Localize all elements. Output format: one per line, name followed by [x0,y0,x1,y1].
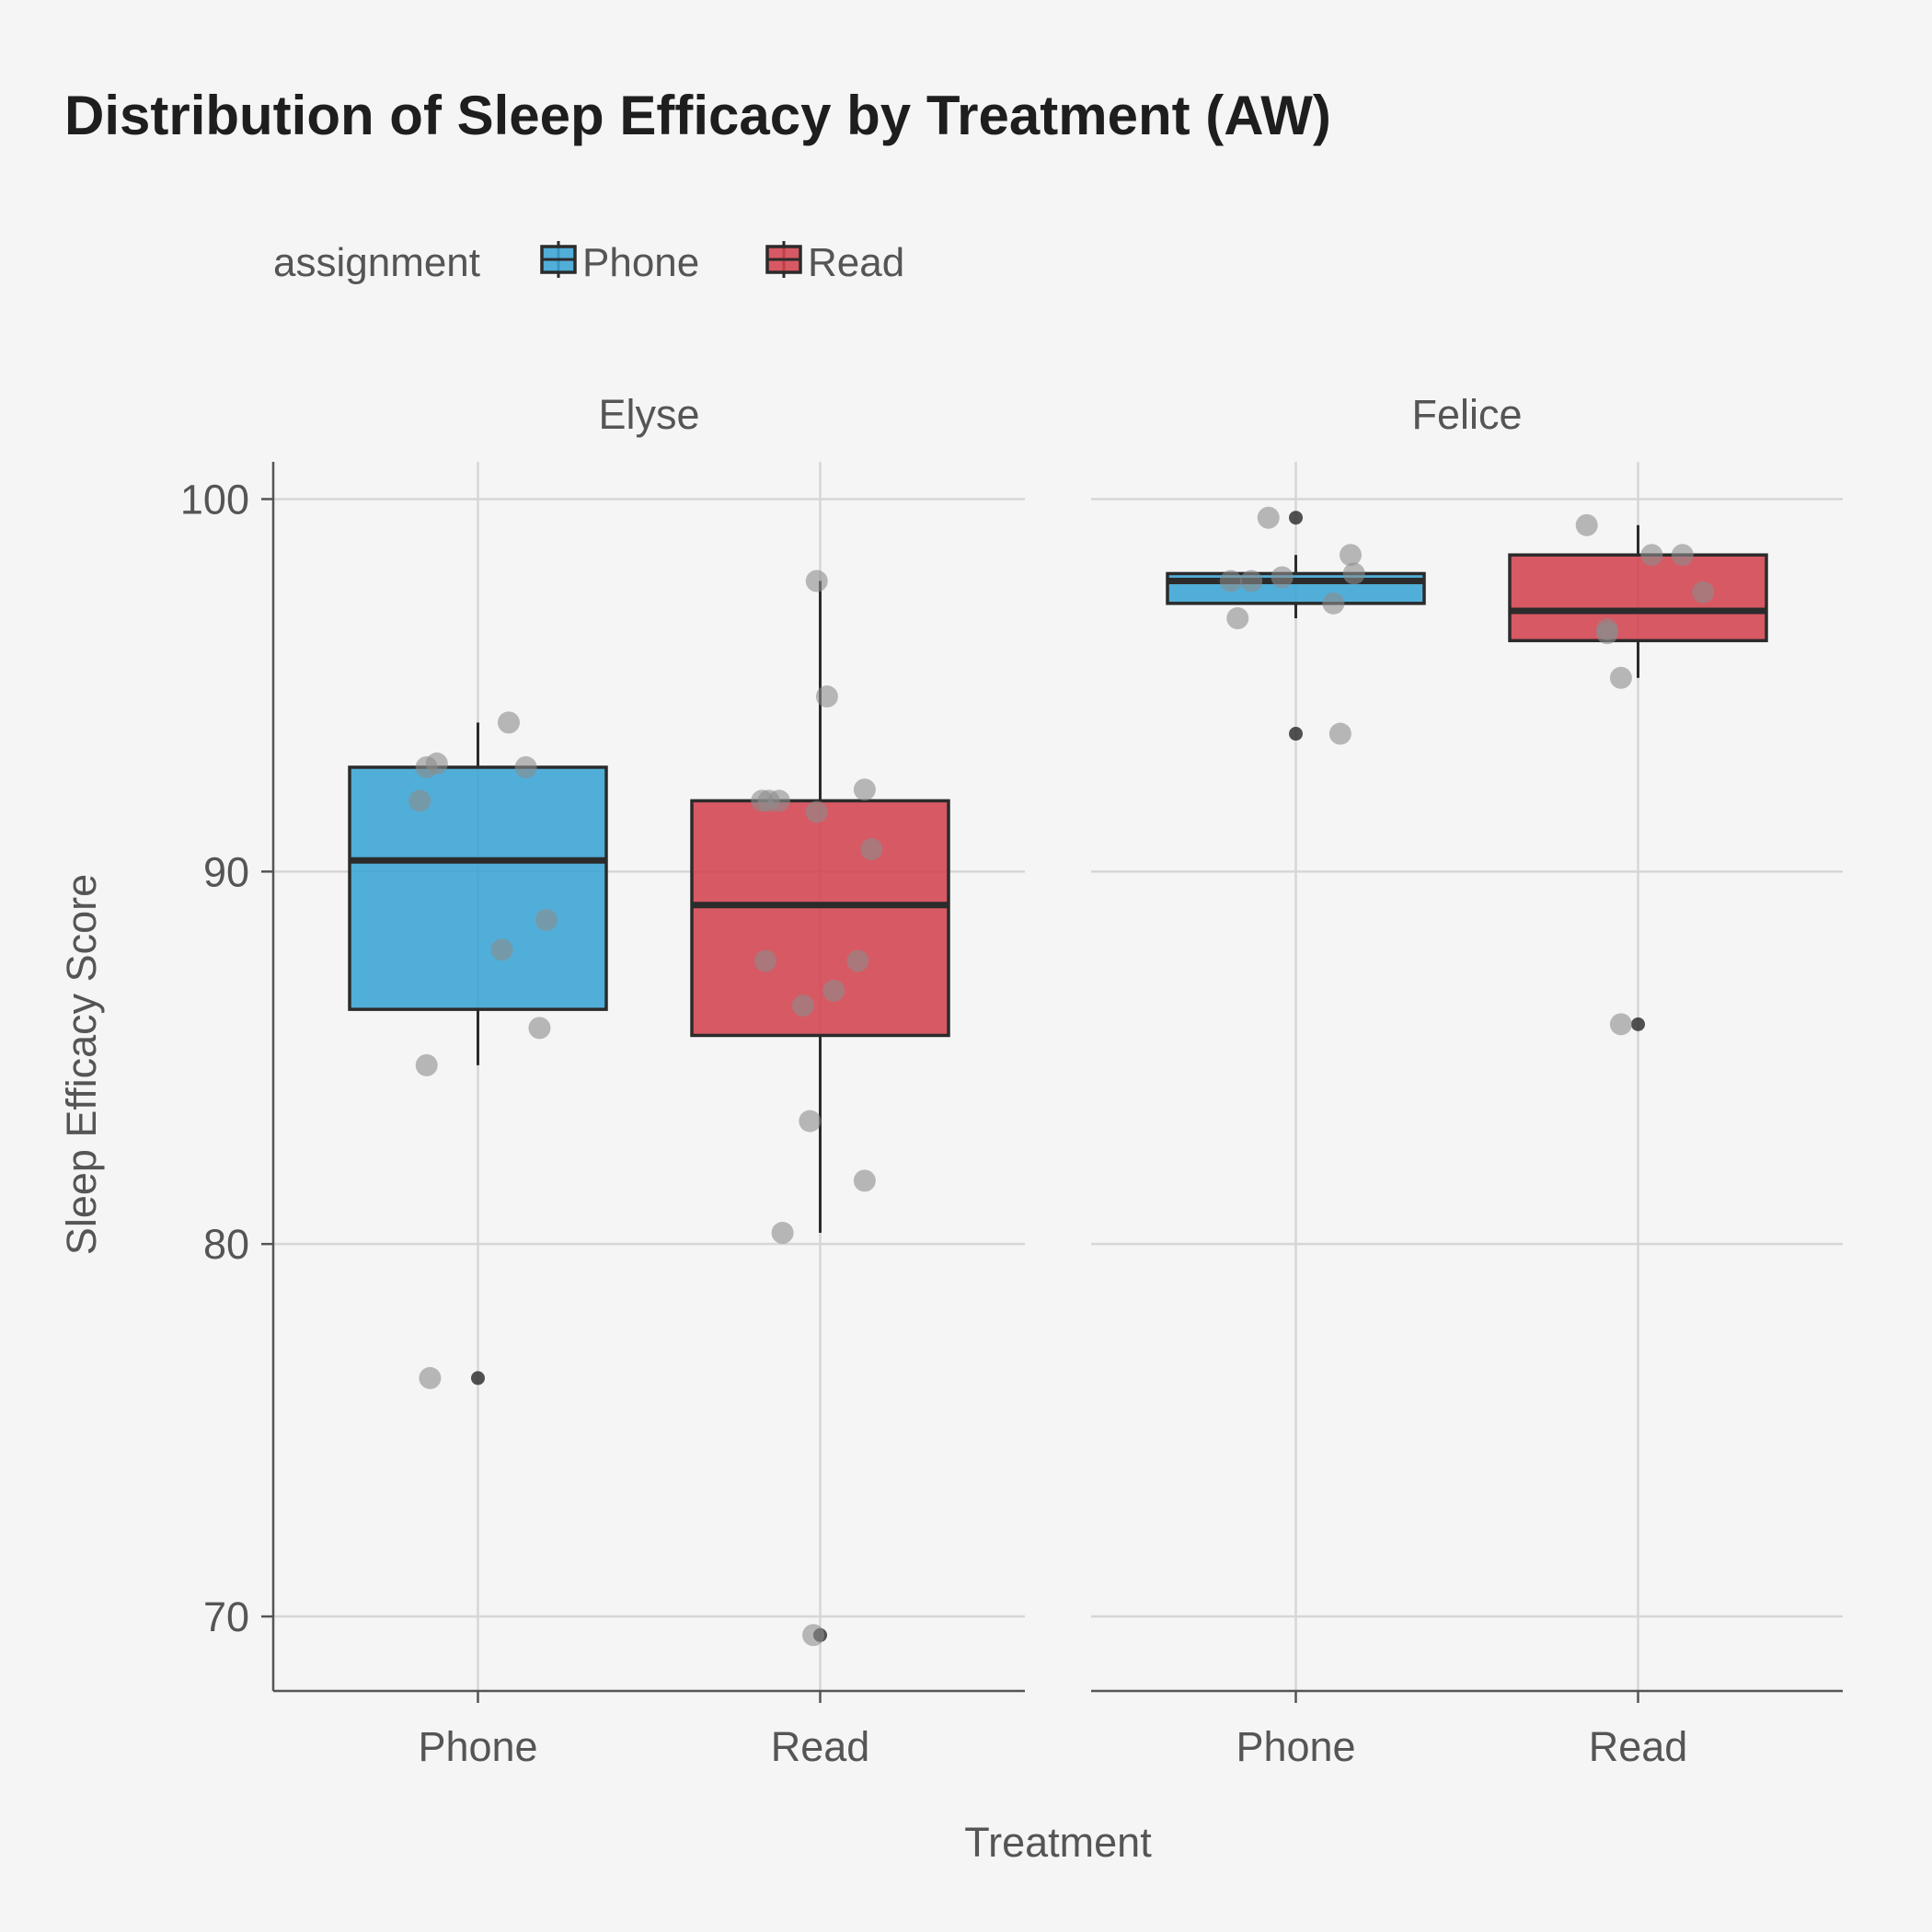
data-point [860,838,883,861]
data-point [514,755,537,778]
data-point [767,789,790,812]
y-tick-label: 80 [203,1221,249,1268]
data-point [1640,544,1663,567]
data-point [1322,592,1345,615]
y-tick-label: 70 [203,1593,249,1640]
data-point [791,995,814,1018]
data-point [1671,544,1694,567]
data-point [805,569,828,592]
legend-entry-read: Read [765,240,904,285]
outlier-point [1631,1017,1645,1031]
box-iqr [1508,553,1768,643]
data-point [419,1366,442,1389]
panel-felice: Felice Phone Read [1091,391,1843,1770]
data-point [846,949,869,972]
outlier-point [471,1371,485,1386]
data-point [415,1053,438,1076]
facet-label: Elyse [598,391,699,438]
y-axis: 70 80 90 100 [180,462,275,1691]
x-tick-label: Read [1589,1723,1688,1770]
data-point [528,1017,551,1040]
legend-entries: Phone Read [540,240,904,285]
x-tick-label: Phone [418,1723,537,1770]
boxplot-phone [348,711,608,1389]
data-point [853,1169,876,1192]
data-point [425,752,448,775]
y-tick-label: 90 [203,848,249,895]
x-tick-label: Read [771,1723,870,1770]
data-point [753,949,776,972]
data-point [1271,566,1294,589]
data-point [1219,569,1242,592]
box-iqr [348,765,608,1011]
data-point [535,908,558,931]
data-point [1609,666,1632,689]
data-point [805,800,828,823]
data-point [490,938,513,961]
outlier-point [1289,511,1303,525]
x-tick-label: Phone [1236,1723,1355,1770]
plot-panels: Elyse Phone Read Felice Phone Read [273,391,1843,1770]
boxplot-phone [1166,506,1426,745]
data-point [497,711,520,734]
data-point [1257,506,1280,529]
y-tick-label: 100 [180,476,249,523]
chart-title: Distribution of Sleep Efficacy by Treatm… [64,85,1331,146]
data-point [1226,607,1249,630]
data-point [771,1222,794,1245]
outlier-point [1289,727,1303,742]
data-point [853,778,876,801]
data-point [815,685,838,708]
x-axis-title: Treatment [964,1819,1152,1866]
panel-elyse: Elyse Phone Read [273,391,1025,1770]
legend-label: Read [808,240,904,285]
y-axis-title: Sleep Efficacy Score [58,874,105,1255]
data-point [799,1110,822,1133]
data-point [1609,1013,1632,1036]
data-point [1342,562,1365,585]
legend: assignment Phone Read [273,240,904,285]
data-point [1340,544,1363,567]
box-iqr [690,799,950,1038]
facet-label: Felice [1411,391,1522,438]
boxplot-read [1508,513,1768,1036]
data-point [822,979,845,1002]
legend-entry-phone: Phone [540,240,699,285]
data-point [1575,513,1598,536]
data-point [408,789,431,812]
data-point [1328,722,1351,745]
legend-label: Phone [582,240,699,285]
data-point [1240,569,1263,592]
data-point [1692,581,1715,604]
legend-title: assignment [273,240,480,285]
boxplot-read [690,569,950,1647]
data-point [1596,622,1619,645]
data-point [802,1624,825,1647]
